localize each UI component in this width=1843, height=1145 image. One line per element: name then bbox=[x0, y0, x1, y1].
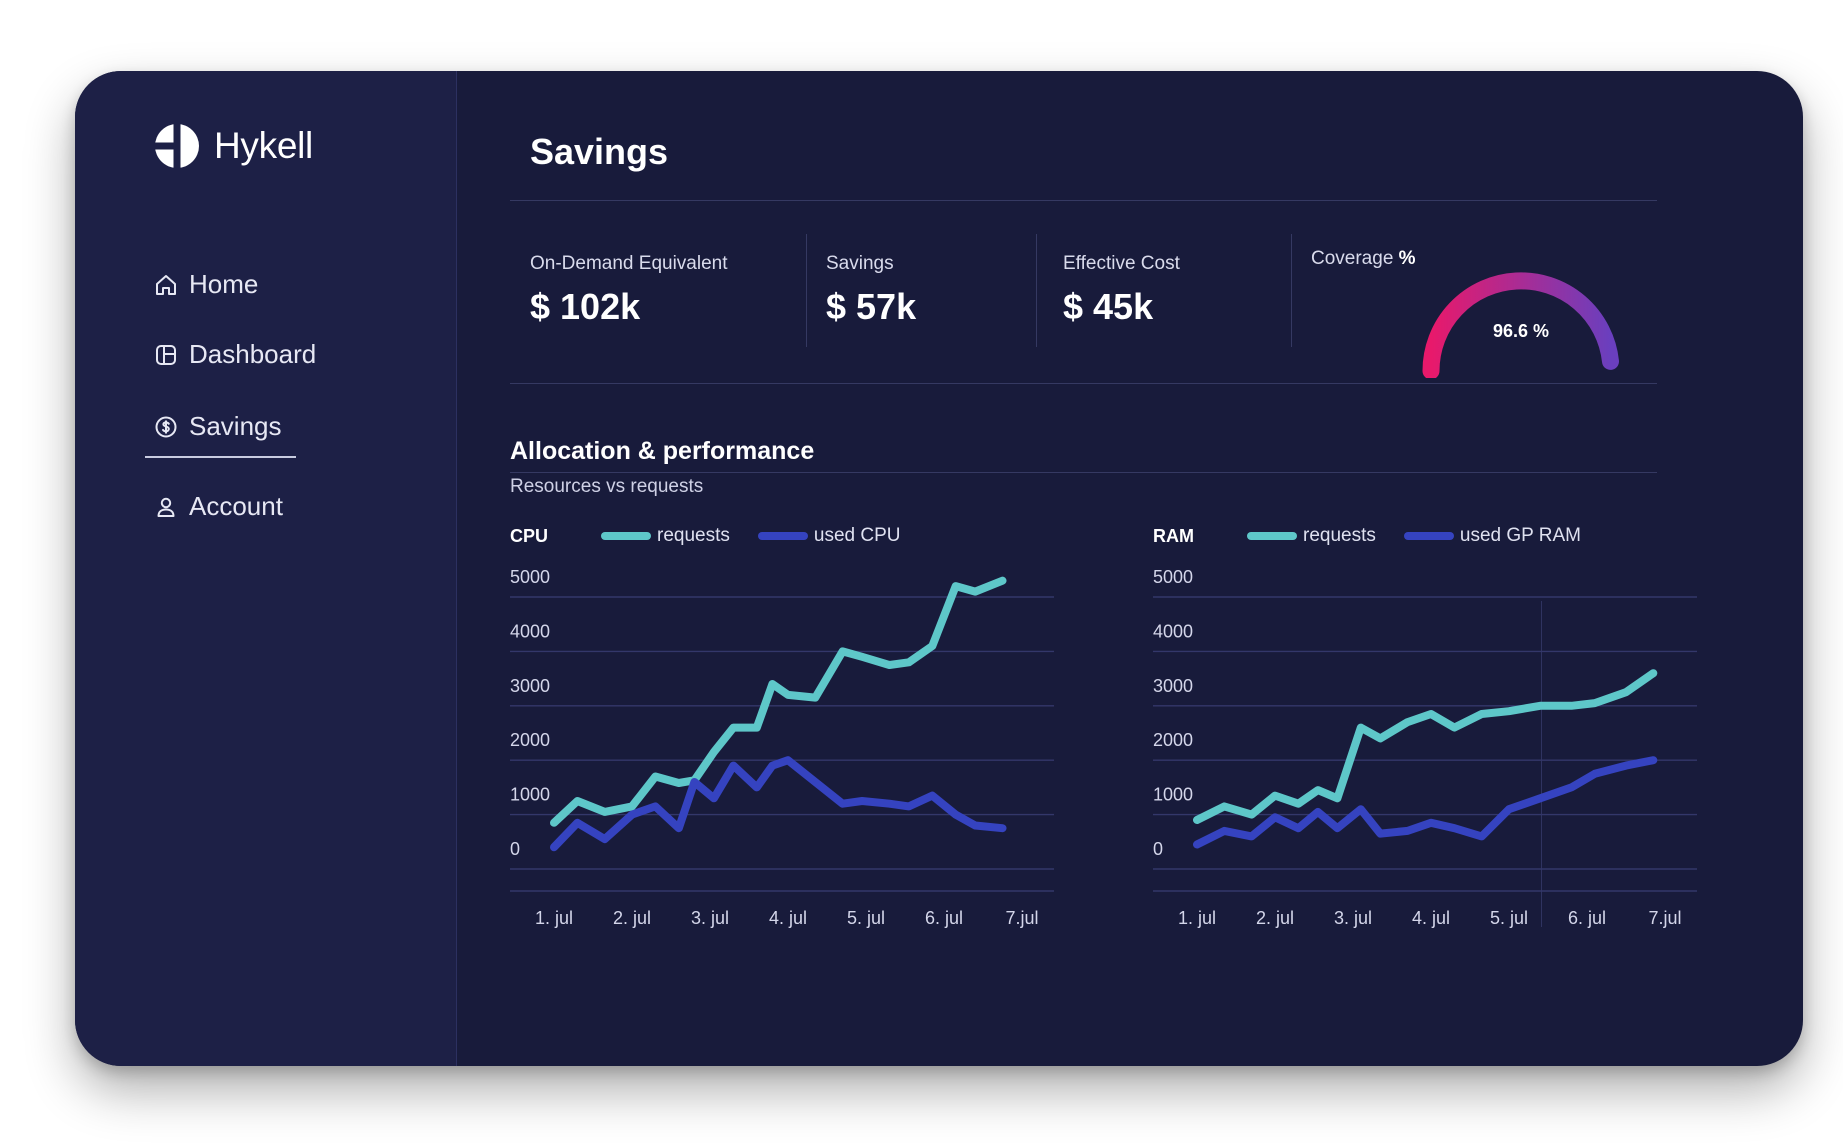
sidebar-item-label: Home bbox=[189, 269, 259, 299]
stat-on-demand: On-Demand Equivalent $ 102k bbox=[530, 253, 728, 328]
x-tick-label: 2. jul bbox=[1256, 908, 1294, 928]
legend-item-used: used GP RAM bbox=[1403, 525, 1581, 547]
stat-value: $ 45k bbox=[1063, 286, 1154, 327]
legend-label: requests bbox=[1303, 525, 1376, 546]
sidebar: Hykell Home Dashboard Savings bbox=[75, 71, 457, 1066]
y-tick-label: 4000 bbox=[510, 621, 550, 641]
series-line-used bbox=[1193, 756, 1658, 849]
title-divider bbox=[510, 200, 1657, 201]
y-tick-label: 5000 bbox=[1153, 567, 1193, 587]
logo-mark-icon bbox=[154, 123, 199, 169]
x-tick-label: 5. jul bbox=[847, 908, 885, 928]
app-window: Hykell Home Dashboard Savings bbox=[75, 71, 1803, 1066]
x-tick-label: 2. jul bbox=[613, 908, 651, 928]
x-tick-label: 3. jul bbox=[691, 908, 729, 928]
sidebar-item-dashboard[interactable]: Dashboard bbox=[154, 339, 316, 370]
x-tick-label: 7.jul bbox=[1648, 908, 1681, 928]
y-tick-label: 4000 bbox=[1153, 621, 1193, 641]
x-tick-label: 4. jul bbox=[1412, 908, 1450, 928]
stat-value: $ 102k bbox=[530, 286, 641, 327]
cpu-chart: 0 1000 2000 3000 4000 5000 1. jul 2. jul 3. jul 4… bbox=[510, 521, 1070, 928]
home-icon bbox=[156, 274, 176, 295]
y-tick-label: 1000 bbox=[510, 785, 550, 805]
y-tick-label: 1000 bbox=[1153, 785, 1193, 805]
sidebar-item-label: Account bbox=[189, 491, 283, 521]
cpu-chart-plot: 0 1000 2000 3000 4000 5000 1. jul 2. jul 3. jul 4… bbox=[510, 567, 1054, 928]
stat-effective-cost: Effective Cost $ 45k bbox=[1063, 253, 1180, 328]
x-tick-label: 7.jul bbox=[1005, 908, 1038, 928]
x-tick-label: 4. jul bbox=[769, 908, 807, 928]
main-content: Savings On-Demand Equivalent $ 102k Savi… bbox=[456, 71, 1803, 1066]
sidebar-item-label: Savings bbox=[189, 411, 282, 441]
legend-swatch bbox=[757, 532, 808, 540]
coverage-value: 96.6 % bbox=[1492, 321, 1550, 341]
stat-label: Savings bbox=[826, 253, 894, 274]
coverage-label-text: Coverage bbox=[1311, 248, 1394, 269]
y-tick-label: 0 bbox=[1153, 839, 1163, 859]
ram-chart-plot: 0 1000 2000 3000 4000 5000 1. jul 2. jul 3. jul 4… bbox=[1153, 567, 1697, 928]
chart-header: RAM requests used GP RAM bbox=[1153, 521, 1609, 551]
section-subtitle: Resources vs requests bbox=[510, 476, 704, 497]
sidebar-item-account[interactable]: Account bbox=[154, 491, 283, 522]
y-tick-label: 3000 bbox=[1153, 676, 1193, 696]
chart-title: CPU bbox=[510, 525, 549, 546]
x-tick-label: 1. jul bbox=[535, 908, 573, 928]
dollar-circle-icon bbox=[155, 416, 177, 437]
coverage-label-unit: % bbox=[1398, 248, 1416, 269]
x-tick-label: 3. jul bbox=[1334, 908, 1372, 928]
series-line-requests bbox=[1193, 669, 1658, 824]
logo[interactable]: Hykell bbox=[154, 123, 313, 169]
stat-value: $ 57k bbox=[826, 286, 917, 327]
stat-savings: Savings $ 57k bbox=[826, 253, 916, 328]
section-divider bbox=[510, 472, 1657, 473]
charts-divider bbox=[1541, 601, 1542, 927]
legend-label: requests bbox=[657, 525, 730, 546]
y-tick-label: 2000 bbox=[510, 730, 550, 750]
sidebar-item-label: Dashboard bbox=[189, 339, 317, 369]
sidebar-item-savings[interactable]: Savings bbox=[145, 411, 296, 458]
legend-label: used GP RAM bbox=[1459, 525, 1581, 546]
user-icon bbox=[157, 497, 175, 517]
chart-title: RAM bbox=[1153, 525, 1194, 546]
brand-name: Hykell bbox=[214, 125, 313, 166]
legend-swatch bbox=[601, 532, 652, 540]
series-line-used bbox=[550, 756, 1007, 852]
legend-item-requests: requests bbox=[1247, 525, 1376, 547]
y-tick-label: 3000 bbox=[510, 676, 550, 696]
x-tick-label: 6. jul bbox=[925, 908, 963, 928]
x-tick-label: 6. jul bbox=[1568, 908, 1606, 928]
chart-header: CPU requests used CPU bbox=[510, 521, 929, 551]
coverage-label: Coverage % bbox=[1311, 248, 1416, 270]
x-tick-label: 5. jul bbox=[1490, 908, 1528, 928]
stats-divider bbox=[510, 383, 1657, 384]
page-title: Savings bbox=[530, 131, 669, 172]
stat-label: On-Demand Equivalent bbox=[530, 253, 728, 274]
y-tick-label: 2000 bbox=[1153, 730, 1193, 750]
dashboard-icon bbox=[156, 344, 176, 365]
stat-divider bbox=[1291, 234, 1292, 347]
y-tick-label: 0 bbox=[510, 839, 520, 859]
series-line-requests bbox=[550, 576, 1007, 827]
coverage-gauge bbox=[1422, 272, 1619, 378]
legend-item-requests: requests bbox=[601, 525, 730, 547]
stat-divider bbox=[1036, 234, 1037, 347]
stat-label: Effective Cost bbox=[1063, 253, 1180, 274]
sidebar-item-home[interactable]: Home bbox=[154, 269, 258, 300]
section-title: Allocation & performance bbox=[510, 437, 815, 465]
legend-item-used: used CPU bbox=[757, 525, 901, 547]
x-tick-label: 1. jul bbox=[1178, 908, 1216, 928]
y-tick-label: 5000 bbox=[510, 567, 550, 587]
legend-label: used CPU bbox=[813, 525, 901, 546]
legend-swatch bbox=[1247, 532, 1297, 540]
ram-chart: 0 1000 2000 3000 4000 5000 1. jul 2. jul 3. jul 4… bbox=[1153, 521, 1713, 928]
stat-divider bbox=[806, 234, 807, 347]
legend-swatch bbox=[1403, 532, 1454, 540]
